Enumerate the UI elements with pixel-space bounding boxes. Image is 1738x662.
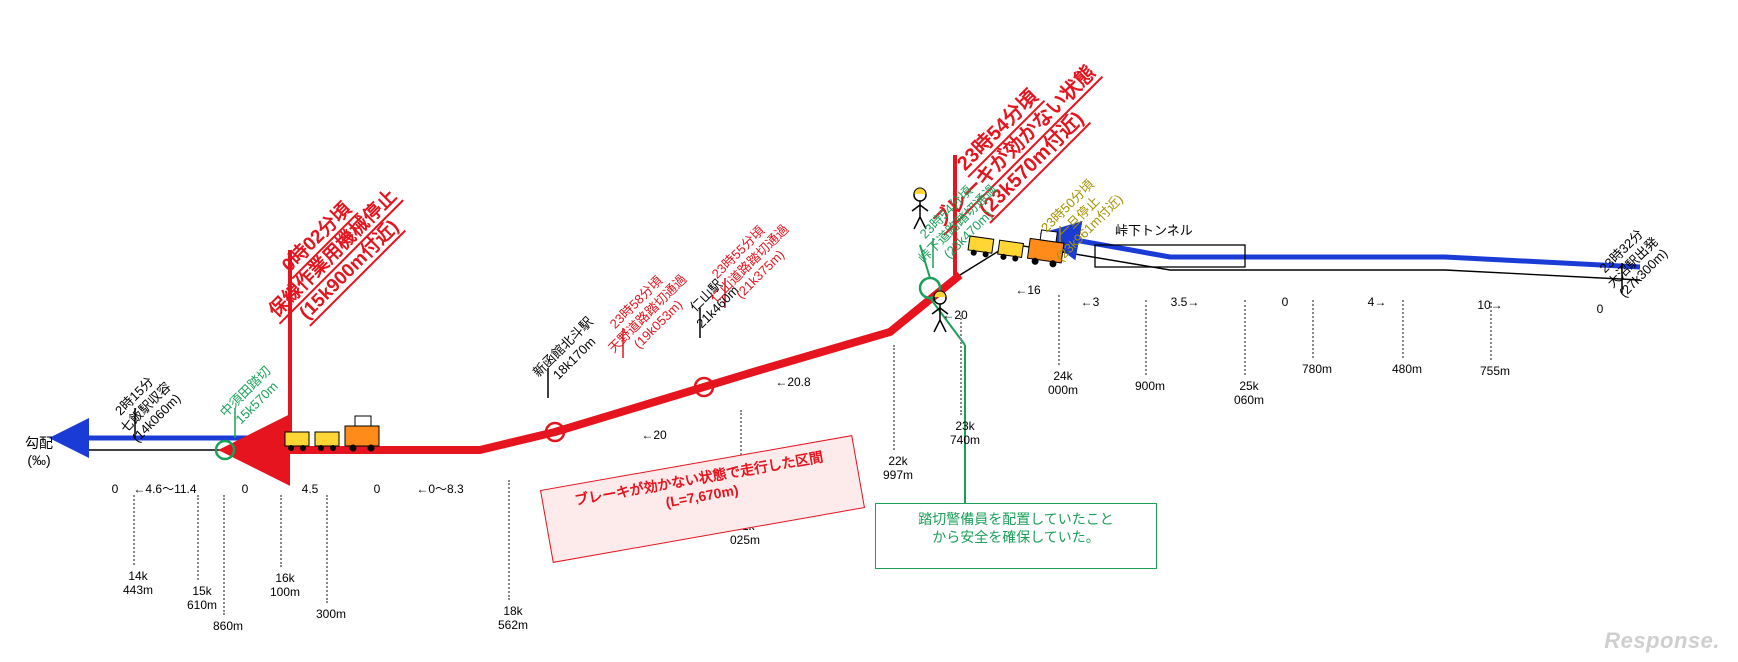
km-leader [1402, 300, 1404, 358]
km-label: 860m [198, 619, 258, 633]
tunnel-label: 峠下トンネル [1115, 223, 1193, 239]
slope-value: 0 [1565, 302, 1635, 316]
slope-value: ←3 [1055, 295, 1125, 309]
km-leader [326, 495, 328, 603]
km-leader [223, 495, 225, 615]
slope-value: 3.5→ [1150, 295, 1220, 309]
slope-value: 0 [1250, 295, 1320, 309]
km-label: 18k 562m [483, 604, 543, 633]
event-label: 中須田踏切15k570m [217, 363, 285, 431]
km-label: 22k 997m [868, 454, 928, 483]
event-label: 23時58分頃天野道路踏切通過(19k053m) [594, 260, 701, 367]
km-label: 300m [301, 607, 361, 621]
km-leader [280, 495, 282, 567]
km-leader [1312, 300, 1314, 358]
watermark: Response. [1604, 628, 1720, 654]
slope-value: 0 [342, 482, 412, 496]
slope-value: ←0〜8.3 [405, 482, 475, 496]
runaway-distance-box: ブレーキが効かない状態で走行した区間(L=7,670m) [540, 435, 865, 563]
axis-label: 勾配 (‰) [25, 435, 53, 469]
slope-value: ←4.6〜11.4 [130, 482, 200, 496]
event-label: 23時32分大沼駅出発(27k300m) [1593, 223, 1672, 302]
km-label: 480m [1377, 362, 1437, 376]
callout-stop: 0時02分頃保線作業用機械停止(15k900m付近) [248, 168, 420, 340]
km-label: 24k 000m [1033, 369, 1093, 398]
km-leader [893, 345, 895, 450]
km-label: 900m [1120, 379, 1180, 393]
km-label: 16k 100m [255, 571, 315, 600]
km-leader [1145, 300, 1147, 375]
km-leader [197, 495, 199, 580]
event-label: 23時50分頃一旦停止(23k961m付近) [1031, 169, 1126, 264]
km-label: 780m [1287, 362, 1347, 376]
slope-value: 4.5 [275, 482, 345, 496]
km-leader [1058, 295, 1060, 365]
km-label: 14k 443m [108, 569, 168, 598]
km-label: 23k 740m [935, 419, 995, 448]
km-label: 25k 060m [1219, 379, 1279, 408]
km-leader [133, 495, 135, 565]
slope-value: 0 [210, 482, 280, 496]
event-label: 新函館北斗駅18k170m [530, 314, 607, 391]
slope-value: ←20.8 [758, 375, 828, 389]
slope-value: ←20 [619, 428, 689, 442]
km-leader [508, 480, 510, 600]
km-leader [960, 315, 962, 415]
km-label: 755m [1465, 364, 1525, 378]
km-leader [1244, 300, 1246, 375]
event-label: 2時15分七飯駅収容(14k060m) [106, 368, 185, 447]
slope-value: ←16 [993, 283, 1063, 297]
guard-note-box: 踏切警備員を配置していたことから安全を確保していた。 [875, 503, 1157, 569]
slope-value: ←20 [920, 308, 990, 322]
km-leader [1490, 302, 1492, 360]
